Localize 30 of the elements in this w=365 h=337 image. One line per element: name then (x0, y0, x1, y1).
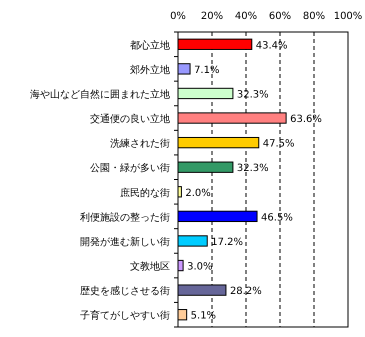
data-label: 63.6% (290, 114, 322, 126)
x-tick-label: 60% (268, 11, 292, 22)
data-label: 43.4% (256, 40, 288, 52)
y-tick-label: 海や山など自然に囲まれた立地 (30, 88, 170, 100)
data-label: 2.0% (185, 188, 211, 199)
data-label: 32.3% (236, 163, 269, 174)
y-tick-label: 庶民的な街 (120, 186, 170, 199)
data-label: 32.3% (236, 89, 269, 100)
y-tick-label: 子育てがしやすい街 (80, 310, 170, 322)
y-tick-label: 都心立地 (130, 39, 170, 52)
y-tick-label: 開発が進む新しい街 (80, 236, 170, 248)
y-tick-label: 交通便の良い立地 (90, 113, 170, 126)
x-tick-label: 0% (170, 11, 186, 22)
y-tick-label: 利便施設の整った街 (80, 211, 170, 224)
data-label: 7.1% (194, 64, 220, 76)
y-tick-label: 公園・緑が多い街 (90, 162, 170, 174)
y-tick-label: 郊外立地 (130, 64, 170, 76)
x-tick-label: 40% (234, 11, 258, 22)
data-label: 17.2% (211, 236, 244, 248)
data-label: 5.1% (190, 310, 216, 322)
x-tick-label: 80% (302, 11, 326, 22)
data-label: 3.0% (187, 262, 213, 273)
y-tick-label: 文教地区 (130, 260, 170, 273)
data-label: 46.5% (261, 212, 293, 224)
x-tick-label: 100% (334, 11, 362, 22)
data-label: 47.5% (262, 138, 295, 150)
data-label: 28.2% (230, 286, 262, 298)
y-tick-label: 歴史を感じさせる街 (80, 285, 170, 298)
y-tick-label: 洗練された街 (110, 138, 170, 150)
x-tick-label: 20% (200, 11, 224, 22)
